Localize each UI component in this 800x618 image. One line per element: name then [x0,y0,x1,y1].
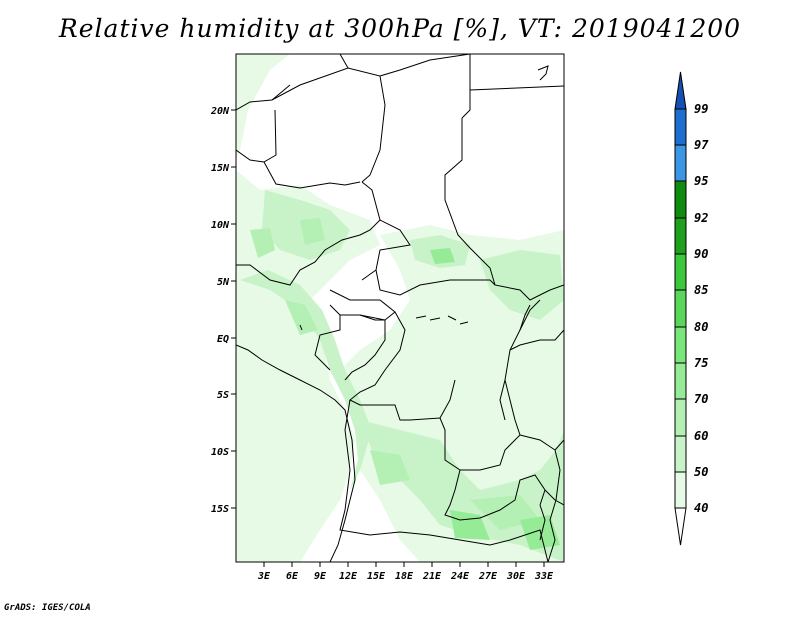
map-title: Relative humidity at 300hPa [%], VT: 201… [58,14,742,43]
humidity-shading [236,54,564,562]
lon-label: 33E [534,571,554,582]
colorbar-label: 60 [694,429,708,443]
colorbar-label: 92 [694,211,708,225]
lat-label: 15N [211,163,230,174]
colorbar-label: 97 [694,138,709,152]
colorbar-segment [674,326,687,364]
colorbar-label: 99 [694,102,708,116]
lat-label: 10N [211,220,230,231]
colorbar-segment [674,398,687,437]
humidity-patch-1 [250,228,275,258]
colorbar-segment [674,180,687,219]
colorbar-label: 75 [694,356,708,370]
border-path [271,84,291,101]
lat-label: 5S [217,390,229,401]
lon-label: 24E [450,571,470,582]
colorbar-low-triangle [674,507,687,546]
border-path [375,219,496,296]
lon-label: 12E [339,571,358,582]
colorbar-high-triangle [674,71,687,110]
border-path [539,504,546,541]
border-path [554,439,564,451]
humidity-patch-2 [300,218,325,245]
border-path [329,289,396,321]
grads-credit: GrADS: IGES/COLA [4,603,91,613]
lon-label: 30E [506,571,526,582]
colorbar-segment [674,289,687,328]
lon-label: 27E [478,571,498,582]
border-path [349,299,541,471]
border-path [469,85,564,91]
lat-label: EQ [217,334,229,345]
colorbar-label: 40 [694,501,708,515]
border-path [263,161,361,189]
colorbar-segment [674,144,687,182]
border-path [439,379,456,419]
humidity-patch-4 [370,450,410,485]
humidity-region-east [480,250,564,320]
border-path [339,399,549,562]
colorbar-label: 95 [694,174,708,188]
colorbar-label: 90 [694,247,708,261]
colorbar-segment [674,217,687,255]
humidity-patch-7 [520,515,560,550]
colorbar-segment [674,362,687,400]
border-path [461,54,471,119]
colorbar-segment [674,435,687,473]
border-path [299,324,303,331]
border-path [499,379,506,421]
border-path [415,315,469,325]
colorbar-label: 50 [694,465,708,479]
lon-label: 9E [314,571,327,582]
border-path [519,434,561,562]
humidity-region-central-west [236,170,380,562]
humidity-patch-8 [430,248,455,264]
map-frame [235,53,565,563]
lat-label: 20N [210,106,230,117]
colorbar-label: 80 [694,320,708,334]
lat-axis: 20N 15N 10N 5N EQ 5S 10S 15S [210,106,236,515]
colorbar-segment [674,108,687,146]
lat-label: 10S [211,447,229,458]
humidity-region-west [236,54,290,160]
lon-label: 6E [286,571,299,582]
lat-label: 15S [211,504,229,515]
lat-label: 5N [217,277,230,288]
country-borders [236,54,564,562]
border-path [444,469,546,521]
lon-label: 18E [395,571,414,582]
border-path [509,329,564,351]
colorbar: 40 50 60 70 75 80 85 90 92 95 97 99 [674,71,709,546]
lon-label: 21E [422,571,442,582]
colorbar-label: 70 [694,392,708,406]
lon-label: 15E [367,571,386,582]
border-path [236,344,356,562]
colorbar-segment [674,471,687,509]
border-path [444,118,564,301]
colorbar-label: 85 [694,283,708,297]
lon-axis: 3E 6E 9E 12E 15E 18E 21E 24E 27E 30E 33E [257,562,554,582]
border-path [344,314,386,381]
border-path [236,67,386,183]
colorbar-segment [674,253,687,291]
border-path [519,304,531,331]
border-path [339,54,349,69]
border-path [361,269,377,281]
border-path [537,65,549,81]
border-path [544,489,564,506]
border-path [314,315,341,371]
border-path [379,54,471,77]
lon-label: 3E [257,571,271,582]
humidity-patch-3 [285,300,318,335]
